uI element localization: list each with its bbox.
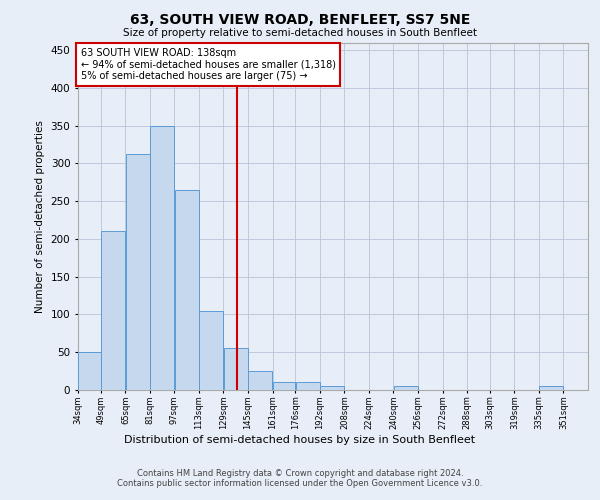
Bar — [126, 154, 150, 390]
Bar — [199, 310, 223, 390]
Bar — [224, 348, 248, 390]
Bar — [175, 190, 199, 390]
Bar — [273, 382, 295, 390]
Y-axis label: Number of semi-detached properties: Number of semi-detached properties — [35, 120, 45, 312]
Text: Distribution of semi-detached houses by size in South Benfleet: Distribution of semi-detached houses by … — [124, 435, 476, 445]
Text: 63 SOUTH VIEW ROAD: 138sqm
← 94% of semi-detached houses are smaller (1,318)
5% : 63 SOUTH VIEW ROAD: 138sqm ← 94% of semi… — [80, 48, 335, 81]
Text: Size of property relative to semi-detached houses in South Benfleet: Size of property relative to semi-detach… — [123, 28, 477, 38]
Bar — [101, 230, 125, 390]
Bar — [248, 371, 272, 390]
Bar — [296, 382, 320, 390]
Bar — [394, 386, 418, 390]
Bar — [539, 386, 563, 390]
Text: Contains HM Land Registry data © Crown copyright and database right 2024.: Contains HM Land Registry data © Crown c… — [137, 468, 463, 477]
Bar — [78, 352, 101, 390]
Text: Contains public sector information licensed under the Open Government Licence v3: Contains public sector information licen… — [118, 478, 482, 488]
Text: 63, SOUTH VIEW ROAD, BENFLEET, SS7 5NE: 63, SOUTH VIEW ROAD, BENFLEET, SS7 5NE — [130, 12, 470, 26]
Bar — [320, 386, 344, 390]
Bar — [150, 126, 174, 390]
